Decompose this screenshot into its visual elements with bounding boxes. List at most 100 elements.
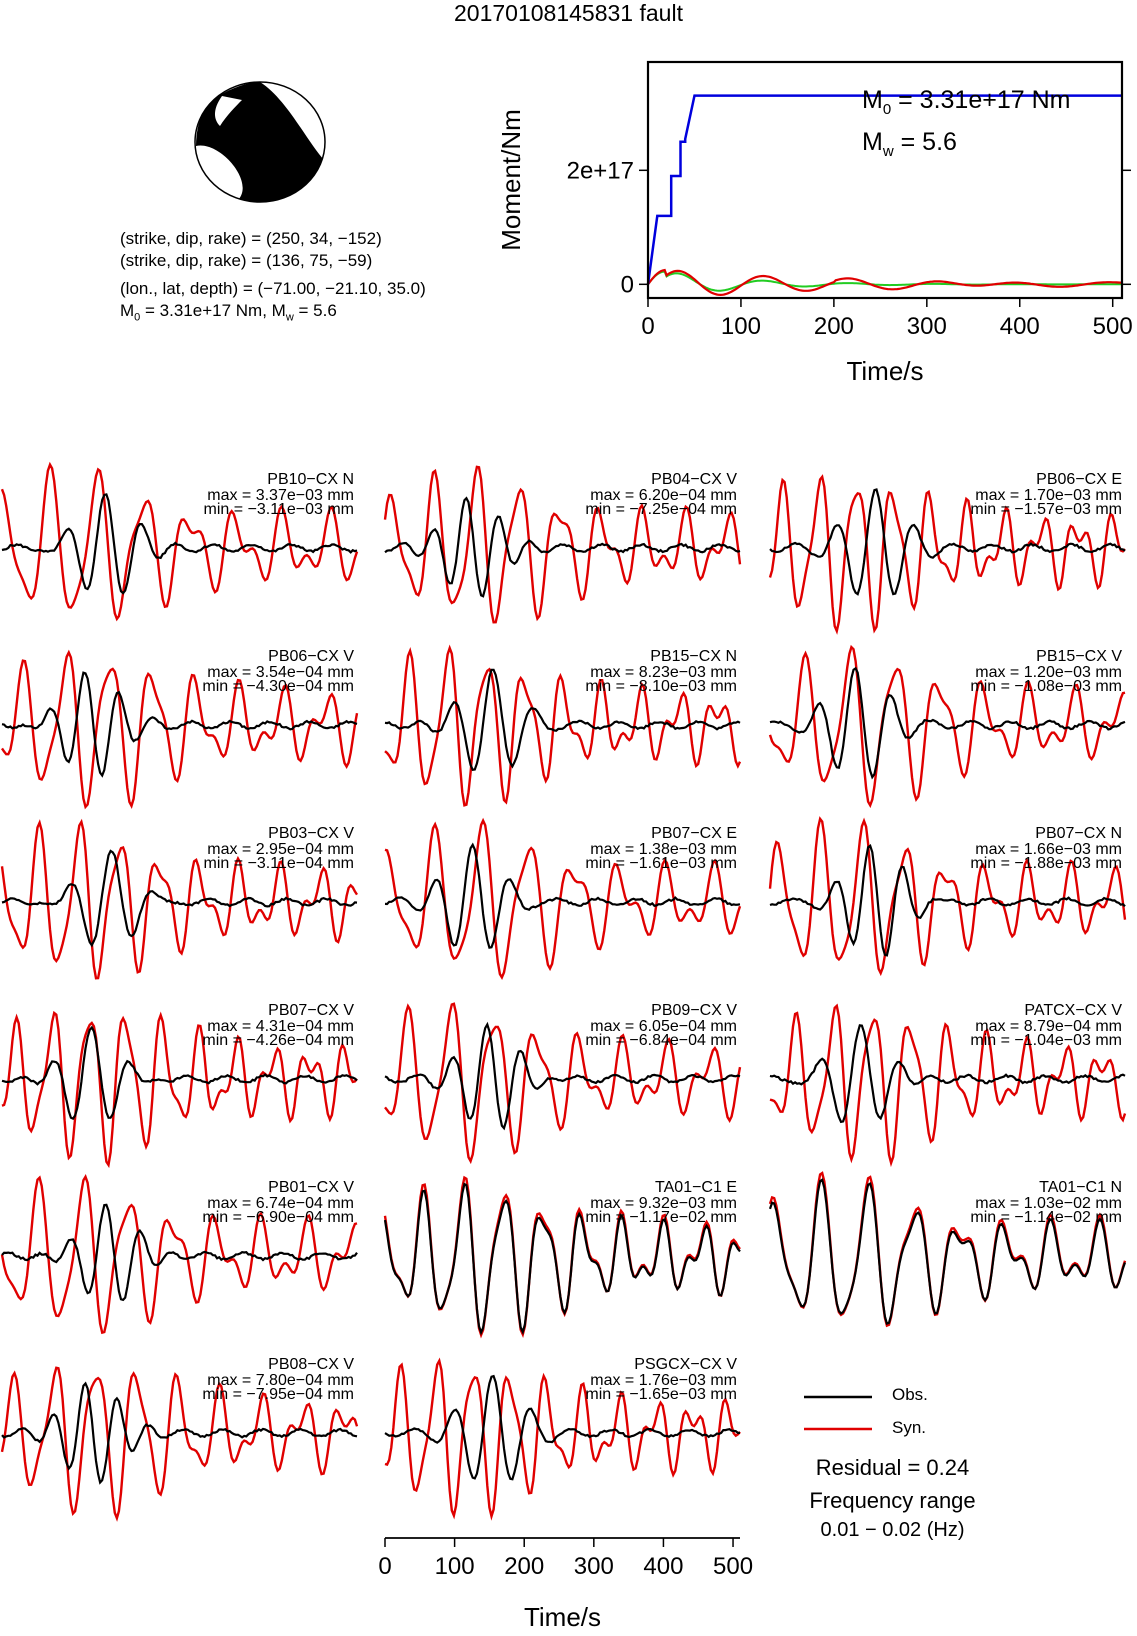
observed-waveform — [1, 1381, 358, 1485]
station-name: PB07−CX N — [1035, 825, 1122, 842]
synthetic-waveform — [384, 1002, 742, 1165]
station-max: max = 2.95e−04 mm — [207, 841, 354, 858]
station-max: max = 1.66e−03 mm — [975, 841, 1122, 858]
observed-waveform — [384, 842, 741, 949]
station-max: max = 7.80e−04 mm — [207, 1372, 354, 1389]
moment-x-tick-label: 100 — [721, 313, 761, 340]
observed-waveform — [384, 1021, 741, 1131]
synthetic-waveform — [769, 1003, 1127, 1168]
station-max: max = 3.37e−03 mm — [207, 487, 354, 504]
station-name: PB07−CX E — [651, 825, 737, 842]
station-max: max = 3.54e−04 mm — [207, 664, 354, 681]
nodal-plane-1: (strike, dip, rake) = (250, 34, −152) — [120, 229, 382, 248]
moment-rate-red-line — [647, 268, 1123, 297]
station-min: min = −1.04e−03 mm — [970, 1032, 1122, 1049]
observed-waveform — [384, 496, 741, 598]
station-max: max = 8.79e−04 mm — [975, 1018, 1122, 1035]
station-max: max = 9.32e−03 mm — [590, 1195, 737, 1212]
station-min: min = −7.95e−04 mm — [202, 1386, 354, 1403]
frequency-label: Frequency range — [809, 1488, 976, 1513]
moment-plot-frame — [646, 60, 1124, 300]
station-min: min = −1.08e−03 mm — [970, 678, 1122, 695]
station-name: PB10−CX N — [267, 471, 354, 488]
observed-waveform — [769, 1024, 1126, 1124]
observed-waveform — [1, 1203, 358, 1302]
legend-syn-label: Syn. — [892, 1418, 927, 1437]
station-name: PB08−CX V — [268, 1356, 354, 1373]
frequency-value: 0.01 − 0.02 (Hz) — [820, 1519, 965, 1541]
observed-waveform — [1, 849, 358, 948]
moment-chart: 0 100 200 300 400 500 0 2e+17 Time/s Moment/Nm — [496, 60, 1133, 386]
station-max: max = 8.23e−03 mm — [590, 664, 737, 681]
synthetic-waveform — [384, 644, 742, 807]
station-max: max = 1.03e−02 mm — [975, 1195, 1122, 1212]
station-max: max = 6.20e−04 mm — [590, 487, 737, 504]
station-min: min = −1.57e−03 mm — [970, 501, 1122, 518]
residual-text: Residual = 0.24 — [815, 1455, 970, 1480]
moment-x-tick-label: 200 — [814, 313, 854, 340]
moment-y-axis-label: Moment/Nm — [496, 109, 526, 251]
figure-title: 20170108145831 fault — [454, 0, 683, 26]
synthetic-waveform — [768, 644, 1126, 809]
station-name: PB15−CX N — [650, 648, 737, 665]
moment-x-tick-label: 0 — [641, 313, 654, 340]
station-name: PB06−CX V — [268, 648, 354, 665]
synthetic-waveform — [0, 818, 359, 980]
observed-waveform — [769, 666, 1126, 780]
synthetic-waveform — [1, 649, 359, 810]
station-max: max = 1.38e−03 mm — [590, 841, 737, 858]
legend-obs-label: Obs. — [892, 1385, 928, 1404]
station-min: min = −4.26e−04 mm — [202, 1032, 354, 1049]
station-max: max = 6.05e−04 mm — [590, 1018, 737, 1035]
station-min: min = −1.14e−02 mm — [970, 1209, 1122, 1226]
station-min: min = −3.11e−03 mm — [204, 501, 354, 518]
station-name: PSGCX−CX V — [634, 1356, 737, 1373]
synthetic-waveform — [0, 461, 359, 622]
solution-info: (strike, dip, rake) = (250, 34, −152) (s… — [120, 228, 426, 328]
station-name: PB07−CX V — [268, 1002, 354, 1019]
station-name: PB03−CX V — [268, 825, 354, 842]
moment-series-line-0 — [646, 94, 1122, 285]
moment-x-axis-label: Time/s — [846, 356, 923, 386]
observed-waveform — [768, 1178, 1127, 1326]
wave-x-tick-label: 100 — [435, 1553, 475, 1580]
station-max: max = 1.70e−03 mm — [975, 487, 1122, 504]
moment-x-tick-label: 500 — [1093, 313, 1133, 340]
beachball-icon — [194, 81, 326, 203]
wave-x-tick-label: 500 — [713, 1553, 753, 1580]
station-min: min = −7.25e−04 mm — [585, 501, 737, 518]
observed-waveform — [769, 844, 1126, 957]
wave-x-tick-label: 0 — [378, 1553, 391, 1580]
wave-x-axis-label: Time/s — [524, 1602, 601, 1632]
hypocenter-location: (lon., lat, depth) = (−71.00, −21.10, 35… — [120, 279, 426, 298]
station-min: min = −6.90e−04 mm — [202, 1209, 354, 1226]
synthetic-waveform — [0, 1174, 358, 1335]
moment-y-tick-label: 2e+17 — [567, 157, 634, 184]
observed-waveform — [383, 1182, 741, 1336]
moment-y-tick-label: 0 — [621, 271, 634, 298]
moment-annotation: M0 = 3.31e+17 Nm Mw = 5.6 — [862, 86, 1071, 160]
observed-waveform — [769, 488, 1126, 596]
station-max: max = 1.20e−03 mm — [975, 664, 1122, 681]
station-min: min = −1.88e−03 mm — [970, 855, 1122, 872]
synthetic-waveform — [768, 474, 1126, 635]
station-max: max = 1.76e−03 mm — [590, 1372, 737, 1389]
moment-x-tick-label: 400 — [1000, 313, 1040, 340]
station-min: min = −6.84e−04 mm — [585, 1032, 737, 1049]
observed-waveform — [1, 671, 358, 778]
station-min: min = −4.30e−04 mm — [202, 678, 354, 695]
